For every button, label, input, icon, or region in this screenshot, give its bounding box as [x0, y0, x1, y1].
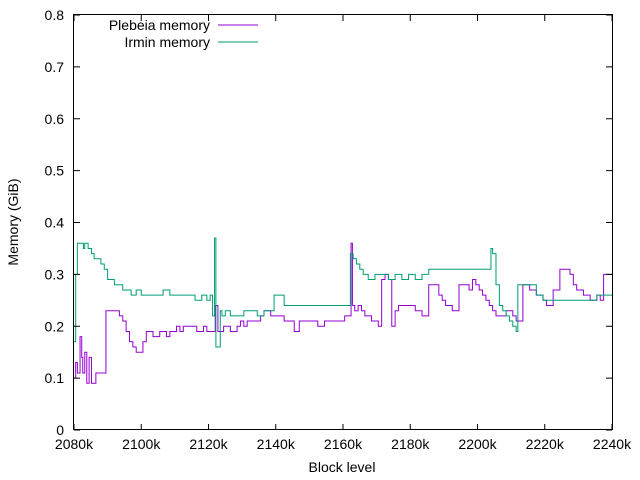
- x-tick-label: 2120k: [189, 436, 228, 452]
- legend: Plebeia memory Irmin memory: [109, 17, 258, 50]
- y-tick-label: 0.5: [45, 163, 65, 179]
- y-tick-label: 0.7: [45, 59, 65, 75]
- y-tick-label: 0.1: [45, 370, 65, 386]
- y-tick-label: 0.2: [45, 318, 65, 334]
- y-tick-label: 0.3: [45, 266, 65, 282]
- x-tick-label: 2220k: [526, 436, 565, 452]
- x-tick-label: 2100k: [122, 436, 161, 452]
- series-layer: [74, 237, 612, 384]
- x-tick-label: 2200k: [458, 436, 497, 452]
- legend-label-plebeia: Plebeia memory: [109, 17, 210, 33]
- x-tick-label: 2160k: [324, 436, 363, 452]
- x-tick-label: 2080k: [55, 436, 94, 452]
- x-tick-label: 2140k: [257, 436, 296, 452]
- legend-label-irmin: Irmin memory: [124, 34, 210, 50]
- y-tick-label: 0.8: [45, 7, 65, 23]
- x-tick-label: 2180k: [391, 436, 430, 452]
- y-tick-label: 0: [56, 422, 64, 438]
- y-axis-label: Memory (GiB): [5, 178, 21, 265]
- tick-layer: 2080k 2100k 2120k 2140k 2160k 2180k 2200k 2220k…: [45, 7, 633, 452]
- x-tick-label: 2240k: [593, 436, 632, 452]
- series-line-plebeia: [74, 242, 612, 384]
- series-line-irmin: [74, 237, 612, 348]
- x-axis-label: Block level: [309, 459, 376, 475]
- y-tick-label: 0.4: [45, 215, 65, 231]
- y-tick-label: 0.6: [45, 111, 65, 127]
